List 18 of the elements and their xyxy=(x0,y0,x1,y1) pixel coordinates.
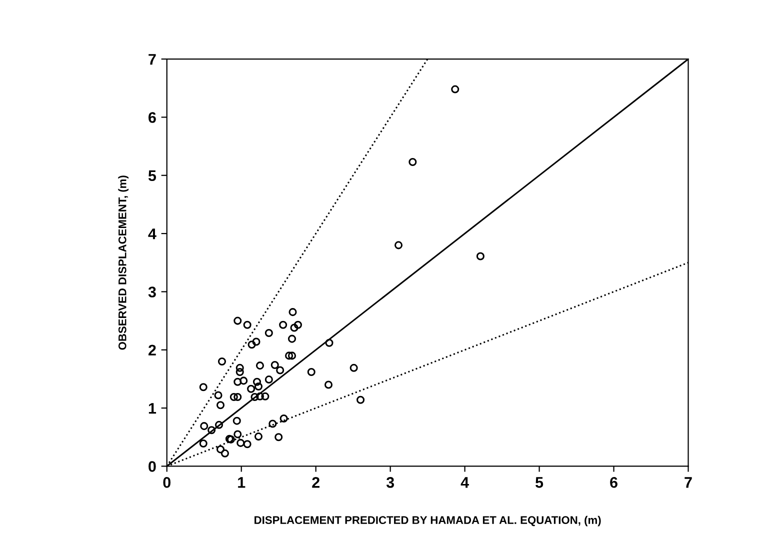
y-tick-label: 5 xyxy=(148,170,156,182)
y-tick-label: 0 xyxy=(148,461,156,472)
x-tick-label: 4 xyxy=(460,477,469,488)
x-tick-label: 0 xyxy=(163,477,170,488)
x-tick-label: 2 xyxy=(312,477,320,488)
x-tick-label: 3 xyxy=(386,477,394,488)
x-tick-label: 6 xyxy=(610,477,618,488)
x-axis-title: DISPLACEMENT PREDICTED BY HAMADA ET AL. EQUATION, (m) xyxy=(254,516,601,526)
x-tick-label: 7 xyxy=(684,477,692,488)
x-tick-label: 1 xyxy=(238,477,246,488)
y-tick-label: 3 xyxy=(148,286,156,298)
y-tick-label: 6 xyxy=(148,112,156,123)
y-tick-label: 1 xyxy=(148,403,156,414)
y-axis-title: OBSERVED DISPLACEMENT, (m) xyxy=(118,176,129,350)
y-tick-label: 4 xyxy=(148,228,156,240)
x-tick-label: 5 xyxy=(536,477,544,488)
y-tick-label: 7 xyxy=(148,54,156,65)
y-tick-label: 2 xyxy=(148,344,156,356)
